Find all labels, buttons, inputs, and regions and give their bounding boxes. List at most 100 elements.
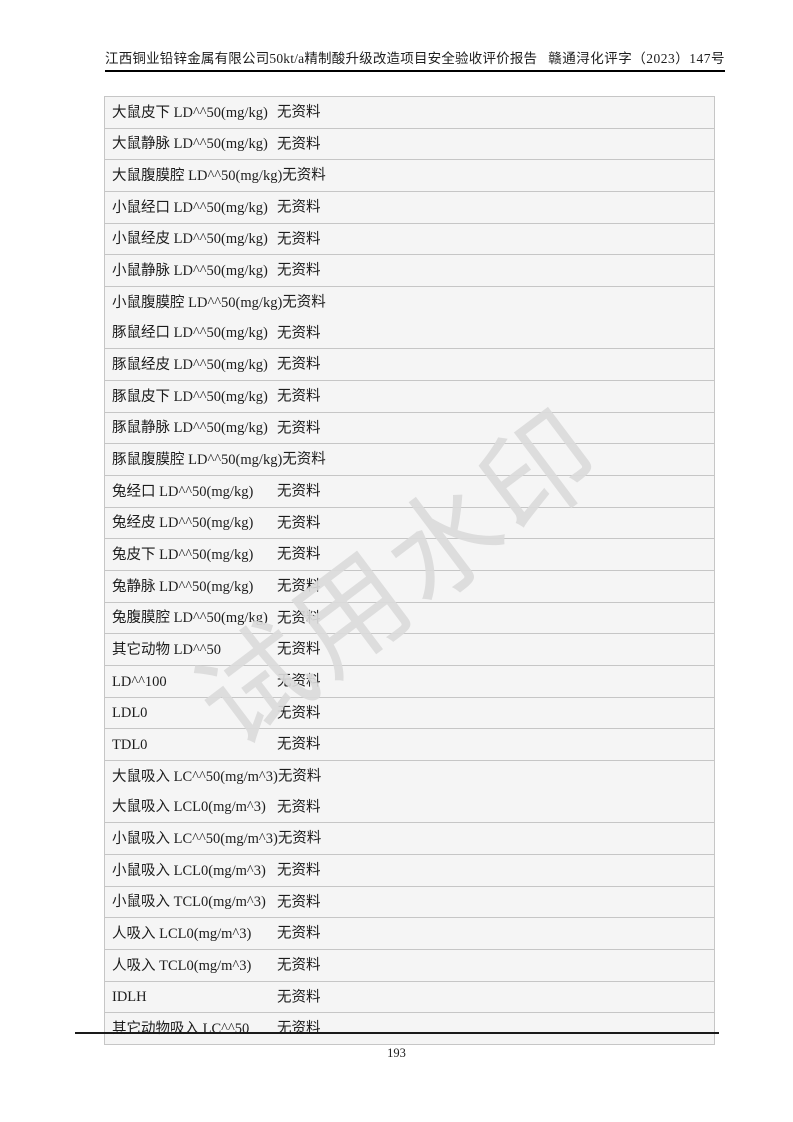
- table-cell: 小鼠吸入 LCL0(mg/m^3) 无资料: [104, 854, 715, 887]
- row-label: 大鼠吸入 LC^^50(mg/m^3): [112, 768, 278, 785]
- table-row: 豚鼠经皮 LD^^50(mg/kg) 无资料: [104, 348, 715, 382]
- table-cell: 小鼠腹膜腔 LD^^50(mg/kg)无资料 豚鼠经口 LD^^50(mg/kg)…: [104, 286, 715, 350]
- table-row: 兔腹膜腔 LD^^50(mg/kg) 无资料: [104, 601, 715, 635]
- table-row: 小鼠经皮 LD^^50(mg/kg) 无资料: [104, 222, 715, 256]
- table-row: 小鼠吸入 TCL0(mg/m^3) 无资料: [104, 885, 715, 919]
- row-label: 豚鼠皮下 LD^^50(mg/kg): [112, 388, 268, 405]
- table-row: TDL0 无资料: [104, 728, 715, 762]
- row-label: 豚鼠经皮 LD^^50(mg/kg): [112, 357, 268, 374]
- row-value: 无资料: [277, 957, 321, 974]
- table-line: 兔经口 LD^^50(mg/kg) 无资料: [112, 476, 710, 507]
- row-label: 兔经口 LD^^50(mg/kg): [112, 483, 254, 500]
- table-row: 豚鼠皮下 LD^^50(mg/kg) 无资料: [104, 380, 715, 413]
- row-value: 无资料: [277, 989, 321, 1006]
- table-line: 兔静脉 LD^^50(mg/kg) 无资料: [112, 571, 710, 602]
- table-line: 小鼠经皮 LD^^50(mg/kg) 无资料: [112, 224, 710, 255]
- row-value: 无资料: [277, 231, 321, 248]
- table-line: 其它动物吸入 LC^^50 无资料: [112, 1013, 710, 1044]
- table-line: 大鼠腹膜腔 LD^^50(mg/kg)无资料: [112, 160, 710, 191]
- table-cell: 小鼠吸入 LC^^50(mg/m^3)无资料: [104, 822, 715, 856]
- table-line: TDL0 无资料: [112, 729, 710, 760]
- table-line: 小鼠静脉 LD^^50(mg/kg) 无资料: [112, 255, 710, 286]
- row-label: 豚鼠经口 LD^^50(mg/kg): [112, 325, 268, 342]
- table-cell: 豚鼠腹膜腔 LD^^50(mg/kg)无资料: [104, 443, 715, 477]
- table-cell: TDL0 无资料: [104, 728, 715, 762]
- table-row: 兔经口 LD^^50(mg/kg) 无资料: [104, 475, 715, 508]
- report-title: 江西铜业铅锌金属有限公司50kt/a精制酸升级改造项目安全验收评价报告: [105, 51, 538, 66]
- toxicity-table-body: 大鼠皮下 LD^^50(mg/kg) 无资料 大鼠静脉 LD^^50(mg/kg) 无…: [104, 96, 715, 1046]
- row-label: TDL0: [112, 737, 148, 754]
- row-value: 无资料: [277, 104, 321, 121]
- row-value: 无资料: [277, 325, 321, 342]
- row-label: 兔皮下 LD^^50(mg/kg): [112, 547, 254, 564]
- table-cell: LDL0 无资料: [104, 696, 715, 730]
- row-label: 大鼠皮下 LD^^50(mg/kg): [112, 104, 268, 121]
- table-line: IDLH 无资料: [112, 982, 710, 1013]
- row-label: 豚鼠静脉 LD^^50(mg/kg): [112, 420, 268, 437]
- row-value: 无资料: [277, 673, 321, 690]
- table-line: 小鼠吸入 TCL0(mg/m^3) 无资料: [112, 887, 710, 918]
- table-cell: IDLH 无资料: [104, 980, 715, 1014]
- table-cell: 豚鼠经皮 LD^^50(mg/kg) 无资料: [104, 348, 715, 382]
- row-label: 小鼠经口 LD^^50(mg/kg): [112, 199, 268, 216]
- row-label: 其它动物吸入 LC^^50: [112, 1021, 250, 1038]
- row-value: 无资料: [282, 294, 326, 311]
- table-cell: 小鼠吸入 TCL0(mg/m^3) 无资料: [104, 885, 715, 919]
- table-row: 小鼠腹膜腔 LD^^50(mg/kg)无资料 豚鼠经口 LD^^50(mg/kg)…: [104, 286, 715, 350]
- table-row: 兔经皮 LD^^50(mg/kg) 无资料: [104, 506, 715, 540]
- table-line: 小鼠腹膜腔 LD^^50(mg/kg)无资料: [112, 287, 710, 318]
- table-cell: 豚鼠静脉 LD^^50(mg/kg) 无资料: [104, 411, 715, 445]
- row-label: 大鼠吸入 LCL0(mg/m^3): [112, 799, 266, 816]
- table-cell: 兔腹膜腔 LD^^50(mg/kg) 无资料: [104, 601, 715, 635]
- table-line: 兔经皮 LD^^50(mg/kg) 无资料: [112, 508, 710, 539]
- row-value: 无资料: [277, 578, 321, 595]
- table-cell: 大鼠腹膜腔 LD^^50(mg/kg)无资料: [104, 159, 715, 193]
- row-label: 小鼠经皮 LD^^50(mg/kg): [112, 231, 268, 248]
- table-cell: 小鼠经口 LD^^50(mg/kg) 无资料: [104, 191, 715, 224]
- table-row: LD^^100 无资料: [104, 665, 715, 698]
- table-line: 人吸入 TCL0(mg/m^3) 无资料: [112, 950, 710, 981]
- row-label: 豚鼠腹膜腔 LD^^50(mg/kg): [112, 452, 283, 469]
- row-value: 无资料: [282, 452, 326, 469]
- page-number: 193: [387, 1046, 406, 1060]
- table-row: 豚鼠静脉 LD^^50(mg/kg) 无资料: [104, 411, 715, 445]
- row-value: 无资料: [277, 926, 321, 943]
- row-label: 小鼠吸入 LCL0(mg/m^3): [112, 862, 266, 879]
- row-label: 小鼠吸入 LC^^50(mg/m^3): [112, 831, 278, 848]
- table-row: 其它动物吸入 LC^^50 无资料: [104, 1012, 715, 1046]
- footer-divider: [75, 1032, 719, 1034]
- toxicity-data-table: 大鼠皮下 LD^^50(mg/kg) 无资料 大鼠静脉 LD^^50(mg/kg) 无…: [104, 96, 715, 1046]
- table-row: 人吸入 TCL0(mg/m^3) 无资料: [104, 949, 715, 982]
- row-value: 无资料: [277, 136, 321, 153]
- table-cell: 豚鼠皮下 LD^^50(mg/kg) 无资料: [104, 380, 715, 413]
- table-row: 大鼠腹膜腔 LD^^50(mg/kg)无资料: [104, 159, 715, 193]
- table-line: 豚鼠静脉 LD^^50(mg/kg) 无资料: [112, 413, 710, 444]
- table-row: 小鼠吸入 LC^^50(mg/m^3)无资料: [104, 822, 715, 856]
- table-line: 小鼠吸入 LCL0(mg/m^3) 无资料: [112, 855, 710, 886]
- table-line: LDL0 无资料: [112, 698, 710, 729]
- row-label: 人吸入 TCL0(mg/m^3): [112, 957, 252, 974]
- table-cell: 大鼠吸入 LC^^50(mg/m^3)无资料大鼠吸入 LCL0(mg/m^3) 无…: [104, 760, 715, 824]
- table-line: 大鼠吸入 LC^^50(mg/m^3)无资料: [112, 761, 710, 792]
- row-label: 小鼠腹膜腔 LD^^50(mg/kg): [112, 294, 283, 311]
- table-cell: 兔皮下 LD^^50(mg/kg) 无资料: [104, 538, 715, 572]
- row-value: 无资料: [277, 515, 321, 532]
- row-label: 小鼠静脉 LD^^50(mg/kg): [112, 263, 268, 280]
- row-value: 无资料: [277, 199, 321, 216]
- row-label: 其它动物 LD^^50: [112, 642, 222, 659]
- row-label: LDL0: [112, 705, 148, 722]
- table-cell: 人吸入 LCL0(mg/m^3) 无资料: [104, 917, 715, 951]
- table-row: 兔皮下 LD^^50(mg/kg) 无资料: [104, 538, 715, 572]
- row-value: 无资料: [277, 1021, 321, 1038]
- row-value: 无资料: [277, 799, 321, 816]
- table-cell: LD^^100 无资料: [104, 665, 715, 698]
- table-row: 兔静脉 LD^^50(mg/kg) 无资料: [104, 570, 715, 603]
- row-value: 无资料: [282, 168, 326, 185]
- table-cell: 大鼠静脉 LD^^50(mg/kg) 无资料: [104, 127, 715, 161]
- row-value: 无资料: [277, 737, 321, 754]
- table-line: 大鼠静脉 LD^^50(mg/kg) 无资料: [112, 129, 710, 160]
- table-row: 大鼠吸入 LC^^50(mg/m^3)无资料大鼠吸入 LCL0(mg/m^3) 无…: [104, 760, 715, 824]
- row-label: 大鼠腹膜腔 LD^^50(mg/kg): [112, 168, 283, 185]
- table-cell: 小鼠静脉 LD^^50(mg/kg) 无资料: [104, 254, 715, 288]
- row-label: IDLH: [112, 989, 147, 1006]
